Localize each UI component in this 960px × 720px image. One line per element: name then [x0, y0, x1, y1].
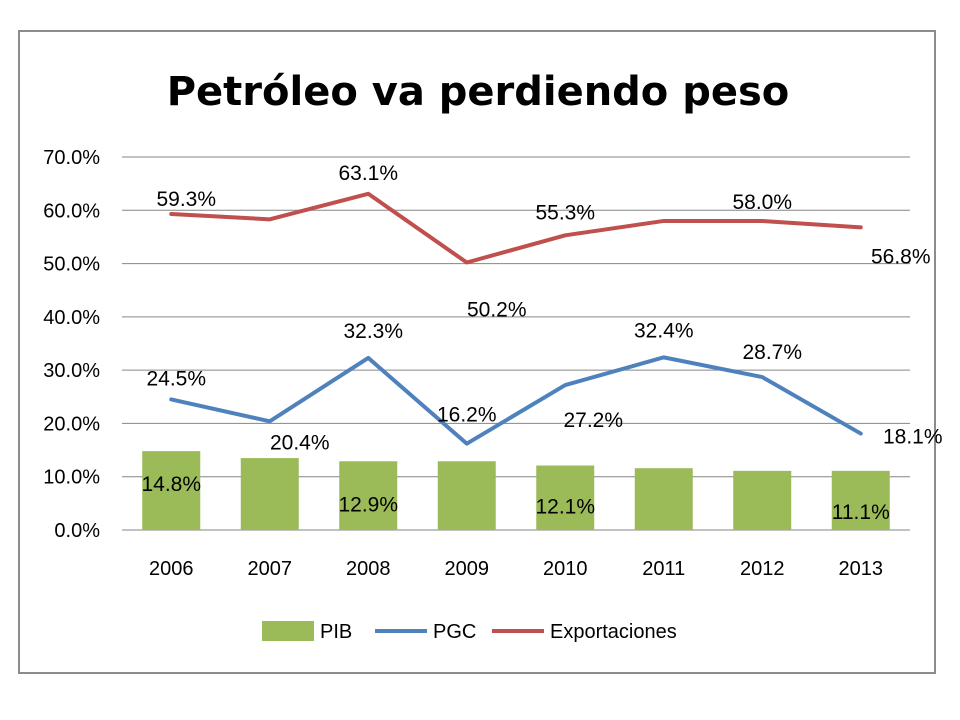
- x-tick-label: 2012: [740, 558, 785, 580]
- y-tick-label: 40.0%: [43, 307, 100, 329]
- legend: PIB PGC Exportaciones: [262, 621, 677, 643]
- x-tick-label: 2011: [642, 558, 685, 580]
- bar: [831, 470, 890, 530]
- bar-series: [142, 451, 890, 530]
- bar: [536, 465, 595, 530]
- data-label: 11.1%: [832, 501, 890, 524]
- x-tick-label: 2007: [248, 558, 293, 580]
- data-label: 32.3%: [343, 320, 403, 343]
- data-label: 14.8%: [141, 473, 201, 496]
- bar: [240, 458, 299, 530]
- bar: [339, 461, 398, 530]
- data-label: 58.0%: [732, 191, 792, 214]
- data-label: 27.2%: [563, 409, 623, 432]
- y-tick-label: 20.0%: [43, 413, 100, 435]
- data-label: 56.8%: [871, 245, 931, 268]
- data-labels: 14.8% 12.9% 12.1% 11.1% 24.5% 20.4% 32.3% 16.2%…: [141, 162, 942, 524]
- data-label: 20.4%: [270, 431, 330, 454]
- y-axis-ticks: 0.0% 10.0% 20.0% 30.0% 40.0% 50.0% 60.0% 70.0%: [43, 147, 100, 542]
- x-tick-label: 2009: [445, 558, 490, 580]
- data-label: 59.3%: [156, 188, 216, 211]
- y-tick-label: 70.0%: [43, 147, 100, 169]
- legend-label: PGC: [433, 621, 476, 643]
- data-label: 18.1%: [883, 426, 943, 449]
- bar: [437, 461, 496, 530]
- series-line: [169, 191, 863, 265]
- bar: [142, 451, 201, 530]
- y-tick-label: 60.0%: [43, 200, 100, 222]
- series-line: [169, 355, 863, 446]
- bar: [634, 468, 693, 530]
- x-tick-label: 2010: [543, 558, 588, 580]
- bar: [733, 470, 792, 530]
- y-tick-label: 50.0%: [43, 254, 100, 276]
- chart-frame: [18, 30, 936, 674]
- data-label: 32.4%: [634, 319, 694, 342]
- data-label: 16.2%: [437, 404, 497, 427]
- y-tick-label: 10.0%: [43, 467, 100, 489]
- x-tick-label: 2006: [149, 558, 194, 580]
- data-label: 12.1%: [535, 496, 595, 519]
- y-tick-label: 0.0%: [54, 520, 100, 542]
- y-tick-label: 30.0%: [43, 360, 100, 382]
- legend-swatch: [262, 621, 314, 641]
- legend-label: PIB: [320, 621, 352, 643]
- data-label: 12.9%: [338, 493, 398, 516]
- x-tick-label: 2013: [839, 558, 884, 580]
- chart-title: Petróleo va perdiendo peso: [167, 69, 790, 115]
- data-label: 63.1%: [338, 162, 398, 185]
- x-axis-ticks: 2006 2007 2008 2009 2010 2011 2012 2013: [149, 558, 883, 580]
- data-label: 55.3%: [535, 201, 595, 224]
- line-series: [169, 191, 863, 446]
- data-label: 50.2%: [467, 299, 527, 322]
- data-label: 24.5%: [146, 367, 206, 390]
- legend-label: Exportaciones: [550, 621, 677, 643]
- x-tick-label: 2008: [346, 558, 391, 580]
- data-label: 28.7%: [742, 341, 802, 364]
